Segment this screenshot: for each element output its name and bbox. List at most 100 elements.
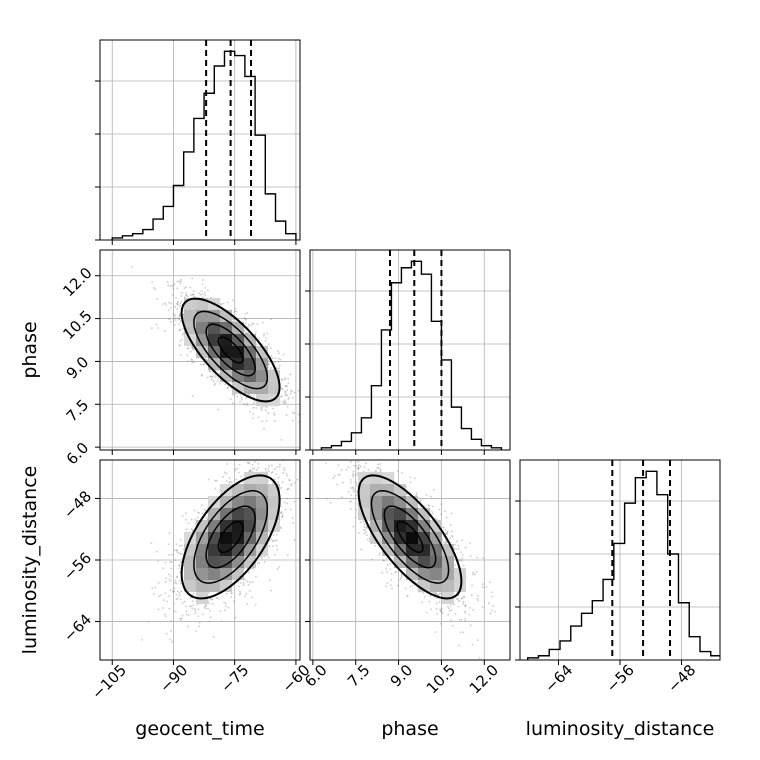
sample-point: [332, 477, 335, 479]
sample-point: [263, 443, 265, 445]
sample-point: [270, 589, 272, 592]
sample-point: [204, 294, 207, 296]
sample-point: [201, 374, 203, 377]
contour-1: [383, 505, 437, 569]
sample-point: [183, 600, 186, 603]
sample-point: [338, 474, 341, 477]
sample-point: [385, 585, 387, 588]
y-tick-label-luminosity_distance: −56: [60, 549, 95, 584]
sample-point: [277, 357, 280, 360]
sample-point: [374, 545, 377, 547]
sample-point: [285, 393, 288, 396]
density-cell: [256, 472, 268, 484]
sample-point: [443, 541, 445, 544]
sample-point: [247, 583, 250, 586]
x-tick-label-luminosity_distance: −56: [603, 661, 638, 696]
sample-point: [364, 529, 367, 531]
sample-point: [271, 471, 274, 473]
sample-point: [464, 610, 467, 613]
sample-point: [233, 318, 235, 321]
sample-point: [167, 573, 170, 576]
sample-point: [435, 518, 438, 521]
sample-point: [389, 568, 392, 570]
sample-point: [178, 567, 181, 570]
sample-point: [459, 558, 462, 561]
sample-point: [293, 391, 296, 394]
sample-point: [490, 609, 493, 612]
sample-point: [215, 479, 218, 482]
sample-point: [219, 304, 222, 306]
sample-point: [382, 559, 385, 562]
sample-point: [251, 596, 253, 599]
sample-point: [460, 618, 463, 621]
density-cell: [232, 382, 244, 394]
sample-point: [217, 408, 220, 411]
sample-point: [288, 479, 291, 482]
sample-point: [352, 486, 354, 489]
sample-point: [195, 630, 197, 632]
sample-point: [397, 584, 399, 587]
sample-point: [180, 300, 183, 303]
sample-point: [430, 510, 433, 512]
sample-point: [178, 315, 181, 318]
sample-point: [248, 589, 251, 592]
sample-point: [325, 462, 328, 465]
sample-point: [204, 605, 207, 607]
sample-point: [290, 390, 293, 393]
density-cell: [232, 544, 244, 556]
sample-point: [356, 466, 359, 469]
sample-point: [252, 567, 254, 570]
sample-point: [185, 294, 188, 297]
sample-point: [179, 618, 182, 621]
sample-point: [304, 471, 306, 473]
sample-point: [391, 587, 393, 590]
sample-point: [350, 478, 352, 481]
sample-point: [457, 599, 460, 602]
sample-point: [281, 514, 284, 517]
sample-point: [174, 306, 177, 308]
sample-point: [217, 377, 220, 380]
sample-point: [464, 604, 467, 607]
sample-point: [354, 480, 357, 483]
sample-point: [270, 464, 273, 467]
density-cell: [232, 496, 244, 508]
sample-point: [154, 586, 157, 589]
sample-point: [283, 378, 286, 381]
sample-point: [206, 516, 208, 519]
sample-point: [286, 488, 289, 491]
sample-point: [476, 639, 479, 642]
sample-point: [170, 567, 173, 570]
y-tick-label-phase: 12.0: [59, 264, 95, 300]
sample-point: [203, 508, 206, 511]
sample-point: [162, 606, 164, 609]
sample-point: [220, 620, 223, 623]
density-cell: [394, 544, 406, 556]
histogram-panel-geocent_time: [95, 39, 301, 245]
sample-point: [352, 490, 355, 493]
sample-point: [239, 590, 241, 593]
sample-point: [233, 469, 236, 472]
sample-point: [279, 505, 282, 508]
sample-point: [240, 475, 243, 478]
sample-point: [273, 361, 276, 364]
density-cell: [208, 358, 220, 370]
sample-point: [256, 561, 259, 564]
sample-point: [185, 512, 187, 515]
x-tick-label-geocent_time: −75: [217, 661, 252, 696]
sample-point: [203, 606, 206, 609]
sample-point: [172, 312, 175, 315]
panel-frame: [99, 459, 301, 661]
sample-point: [234, 616, 237, 619]
histogram-luminosity_distance: [526, 460, 720, 660]
sample-point: [168, 318, 170, 320]
sample-point: [178, 280, 181, 283]
sample-point: [352, 487, 354, 490]
sample-point: [422, 592, 425, 594]
density-cell: [196, 568, 208, 580]
sample-point: [457, 644, 460, 647]
contour-3: [180, 474, 281, 600]
sample-point: [386, 570, 389, 573]
sample-point: [225, 472, 228, 475]
sample-point: [267, 360, 270, 363]
sample-point: [204, 604, 207, 607]
